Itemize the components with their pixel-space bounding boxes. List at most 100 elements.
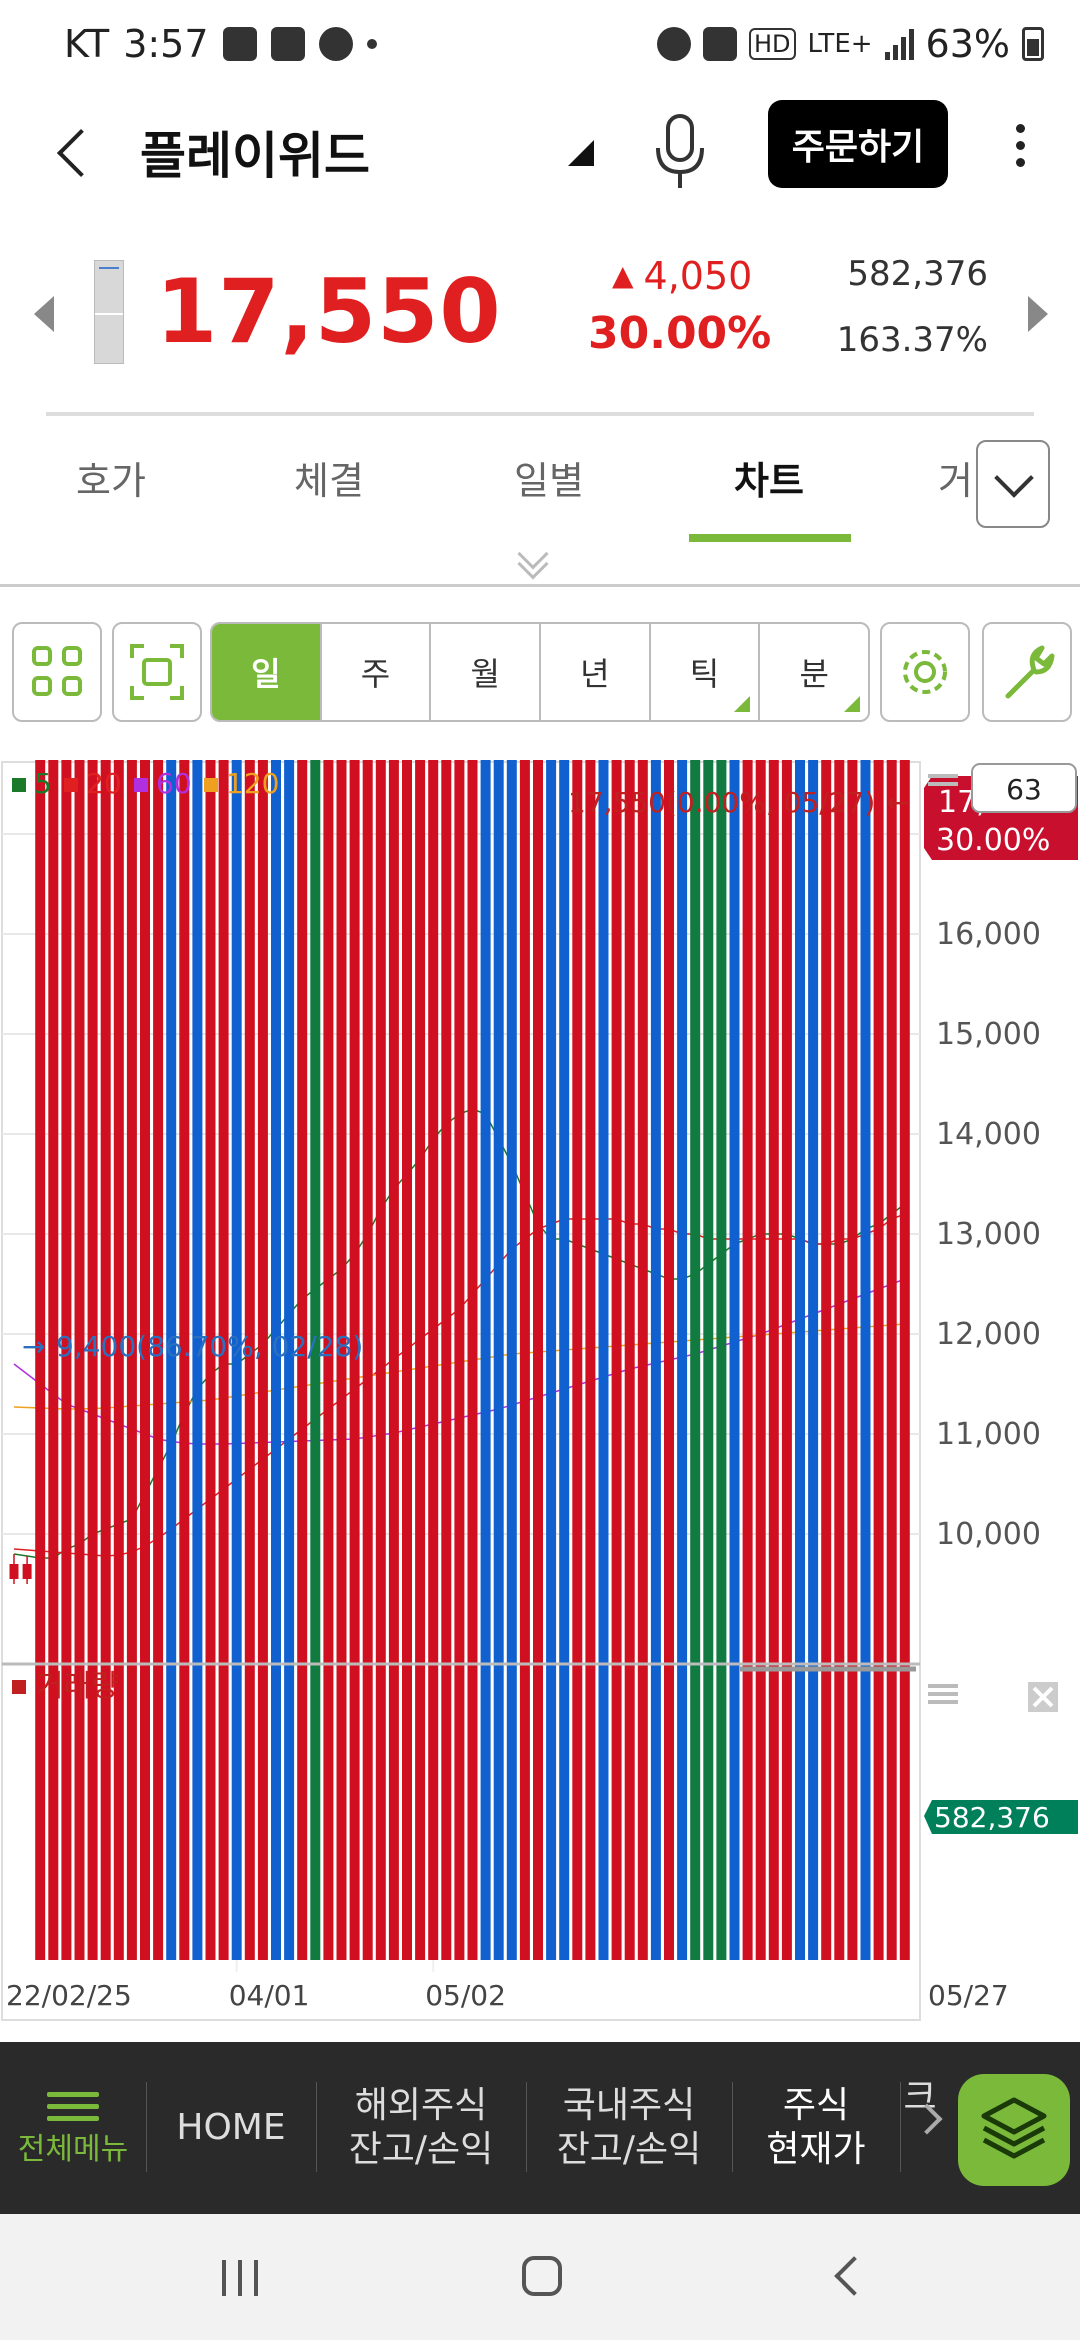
period-day[interactable]: 일 — [212, 624, 322, 720]
period-year[interactable]: 년 — [541, 624, 651, 720]
volume-bar — [598, 760, 609, 1960]
nav-next-partial[interactable]: 크 — [900, 2042, 940, 2214]
back-icon[interactable] — [834, 2256, 874, 2296]
period-minute[interactable]: 분 — [760, 624, 868, 720]
count-badge[interactable] — [971, 763, 1077, 813]
price-axis-tick: 12,000 — [936, 1317, 1041, 1352]
current-price: 17,550 — [156, 260, 502, 363]
volume-bar — [48, 760, 59, 1960]
nav-domestic-label2: 잔고/손익 — [556, 2129, 702, 2170]
volume-bar — [834, 760, 845, 1960]
price-panel-menu-icon[interactable] — [928, 774, 958, 786]
period-week[interactable]: 주 — [322, 624, 432, 720]
chart-tools-button[interactable] — [982, 622, 1072, 722]
prev-stock-arrow-icon[interactable] — [34, 296, 54, 332]
max-price-annotation: 17,550(0.00%, 05/27) — [568, 786, 875, 819]
next-stock-arrow-icon[interactable] — [1028, 296, 1048, 332]
volume-bar — [467, 760, 478, 1960]
layers-button[interactable] — [958, 2074, 1070, 2186]
system-navigation — [0, 2214, 1080, 2340]
info-tabs: 호가 체결 일별 차트 거 — [0, 430, 1080, 550]
order-button[interactable]: 주문하기 — [768, 100, 948, 188]
volume-bar — [624, 760, 635, 1960]
collapse-chevron-icon[interactable] — [508, 538, 558, 585]
recent-apps-icon[interactable] — [222, 2260, 262, 2296]
divider — [46, 412, 1034, 416]
nav-overseas-balance[interactable]: 해외주식 잔고/손익 — [316, 2042, 526, 2214]
nav-all-menu-label: 전체메뉴 — [17, 2131, 129, 2167]
period-tick[interactable]: 틱 — [651, 624, 761, 720]
chart-settings-button[interactable] — [880, 622, 970, 722]
legend-swatch-ma120 — [204, 778, 218, 792]
home-icon[interactable] — [522, 2256, 562, 2296]
tab-dropdown-icon[interactable] — [976, 440, 1050, 528]
period-selector: 일 주 월 년 틱 분 — [210, 622, 870, 722]
stock-select-icon[interactable] — [568, 140, 594, 166]
volume-bar — [795, 760, 805, 1960]
volume-bar — [349, 760, 360, 1960]
status-bar: KT 3:57 HD LTE+ 63% — [0, 0, 1080, 96]
volume-panel-menu-icon[interactable] — [928, 1684, 958, 1704]
submenu-corner-icon — [734, 696, 751, 712]
signal-icon — [884, 28, 914, 60]
nav-separator — [732, 2082, 733, 2172]
min-price-annotation: 9,400(86.70%, 02/28) — [56, 1330, 363, 1363]
volume-bar — [559, 760, 570, 1960]
up-arrow-icon: ▲ — [612, 259, 634, 292]
grid-layout-button[interactable] — [12, 622, 102, 722]
price-chart[interactable]: 17,00016,00015,00014,00013,00012,00011,0… — [0, 760, 1080, 2022]
period-month-label: 월 — [470, 655, 500, 693]
more-menu-icon[interactable] — [1010, 116, 1030, 186]
legend-ma60: 60 — [156, 767, 192, 800]
tab-chart[interactable]: 차트 — [734, 459, 804, 503]
volume-bar — [428, 760, 439, 1960]
period-month[interactable]: 월 — [431, 624, 542, 720]
nav-stock-current-price[interactable]: 주식 현재가 — [732, 2042, 900, 2214]
volume-bar — [113, 760, 124, 1960]
volume-bar — [297, 760, 308, 1960]
volume-bar — [140, 760, 150, 1960]
tab-orderbook[interactable]: 호가 — [76, 459, 146, 503]
volume-bar — [690, 760, 701, 1960]
count-badge-value: 63 — [1006, 773, 1042, 806]
volume-bar — [310, 760, 321, 1960]
volume-bar — [61, 760, 72, 1960]
nav-all-menu[interactable]: 전체메뉴 — [0, 2042, 146, 2214]
volume-bar — [755, 760, 766, 1960]
legend-swatch-ma20 — [64, 778, 78, 792]
fullscreen-button[interactable] — [112, 622, 202, 722]
volume-bar — [388, 760, 399, 1960]
nav-overseas-label1: 해외주식 — [354, 2085, 488, 2126]
chart-toolbar: 일 주 월 년 틱 분 — [0, 618, 1080, 728]
stock-name[interactable]: 플레이위드 — [140, 127, 370, 185]
time-label: 3:57 — [123, 22, 209, 66]
volume-bar — [899, 760, 910, 1960]
back-button[interactable] — [40, 118, 110, 188]
tab-daily[interactable]: 일별 — [514, 459, 584, 503]
volume-bar — [519, 760, 530, 1960]
volume-bar — [218, 760, 229, 1960]
volume-bar — [742, 760, 753, 1960]
period-minute-label: 분 — [799, 655, 829, 693]
app-header: 플레이위드 주문하기 — [0, 96, 1080, 246]
nav-domestic-balance[interactable]: 국내주식 잔고/손익 — [526, 2042, 732, 2214]
submenu-corner-icon — [844, 696, 861, 712]
divider — [0, 584, 1080, 587]
date-axis-tick: 05/27 — [928, 1979, 1009, 2012]
volume-bar — [533, 760, 543, 1960]
volume-bar — [35, 760, 46, 1960]
mic-icon[interactable] — [650, 112, 710, 192]
current-volume-tag — [924, 1800, 1078, 1834]
tab-more[interactable]: 거 — [938, 459, 973, 503]
volume-legend-swatch — [12, 1680, 26, 1694]
nav-separator — [146, 2082, 147, 2172]
volume-bar — [74, 760, 85, 1960]
nav-home[interactable]: HOME — [146, 2042, 316, 2214]
date-axis-tick: 22/02/25 — [6, 1979, 132, 2012]
grid-icon — [32, 646, 82, 696]
hd-icon: HD — [749, 28, 796, 60]
volume-ratio: 163.37% — [836, 320, 988, 360]
volume-panel-close-icon[interactable] — [1028, 1682, 1058, 1712]
volume-bar — [153, 760, 164, 1960]
tab-executions[interactable]: 체결 — [294, 459, 364, 503]
